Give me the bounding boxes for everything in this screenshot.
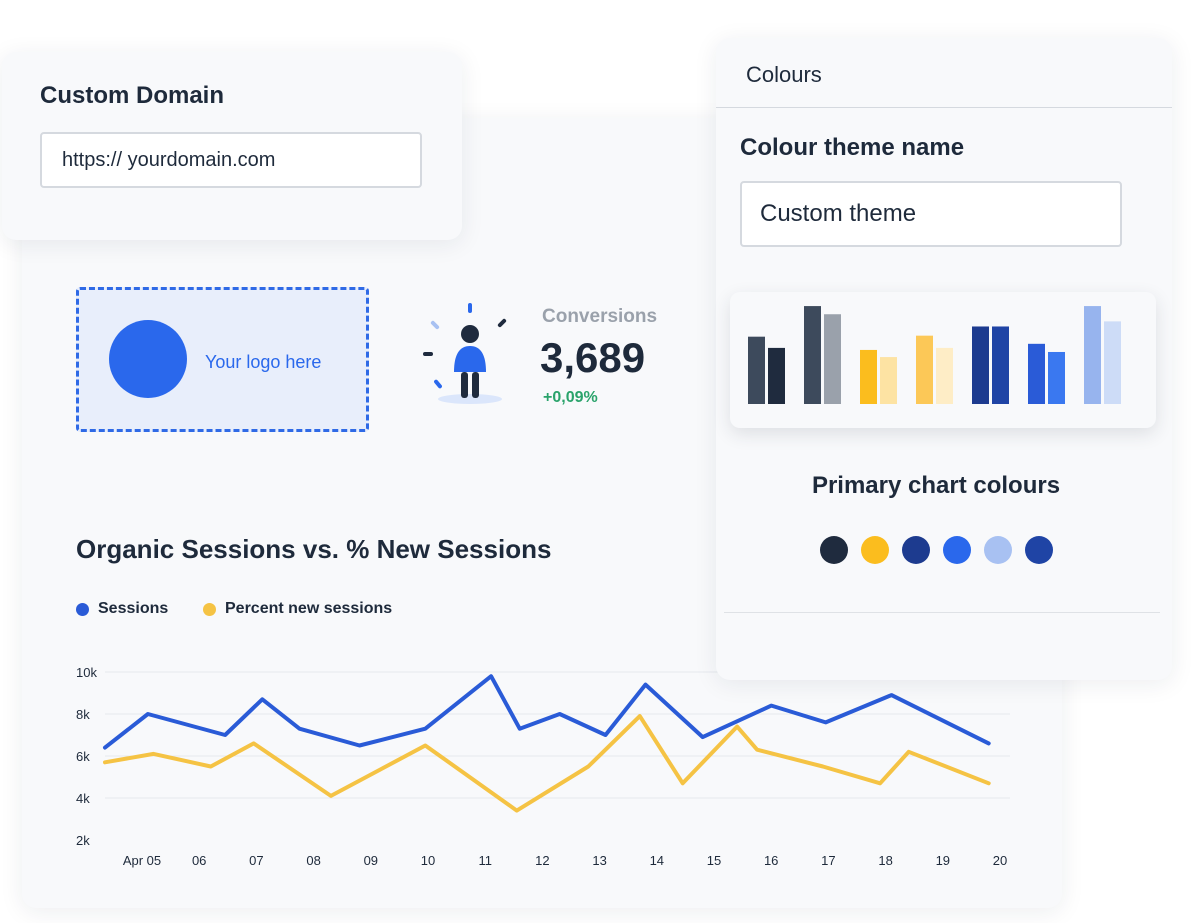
preview-bar [1028,343,1045,404]
custom-domain-title: Custom Domain [40,82,225,109]
colour-theme-name-label: Colour theme name [740,134,965,161]
primary-colour-swatches [820,536,1066,564]
conversions-change: +0,09% [543,389,598,406]
preview-bar [1048,351,1065,404]
colour-swatch[interactable] [984,536,1012,564]
colour-swatch[interactable] [820,536,848,564]
logo-placeholder-text: Your logo here [205,352,322,372]
custom-domain-input[interactable] [40,132,422,188]
colour-swatch[interactable] [902,536,930,564]
preview-bar [860,349,877,404]
person-idea-icon [423,303,507,404]
legend-percent-label: Percent new sessions [225,600,393,617]
preview-bar [880,357,897,404]
line-chart-title: Organic Sessions vs. % New Sessions [76,534,552,564]
preview-bar [748,336,765,404]
legend-percent-new-sessions[interactable]: Percent new sessions [203,600,392,618]
logo-placeholder[interactable]: Your logo here [76,287,369,432]
bar-preview-chart [748,306,1121,404]
bar-colour-preview [730,292,1156,428]
preview-bar [1104,321,1121,404]
preview-bar [768,347,785,404]
preview-bar [972,326,989,404]
legend-sessions-dot [76,602,89,616]
preview-bar [804,306,821,404]
colour-swatch[interactable] [861,536,889,564]
colours-panel: Colours Colour theme name Primary chart … [716,38,1172,680]
colours-header: Colours [716,38,1172,108]
colours-divider [724,612,1160,613]
preview-bar [916,335,933,404]
preview-bar [1084,306,1101,404]
legend-sessions[interactable]: Sessions [76,600,168,618]
preview-bar [936,347,953,404]
colour-theme-name-input[interactable] [740,181,1122,247]
colour-swatch[interactable] [943,536,971,564]
colour-swatch[interactable] [1025,536,1053,564]
conversions-value: 3,689 [540,334,646,381]
preview-bar [992,326,1009,404]
colours-heading: Colours [746,62,822,87]
conversions-label: Conversions [542,306,658,327]
primary-chart-colours-label: Primary chart colours [811,472,1061,499]
logo-circle [109,320,187,398]
legend-sessions-label: Sessions [98,600,169,617]
preview-bar [824,314,841,404]
legend-percent-dot [203,602,216,616]
